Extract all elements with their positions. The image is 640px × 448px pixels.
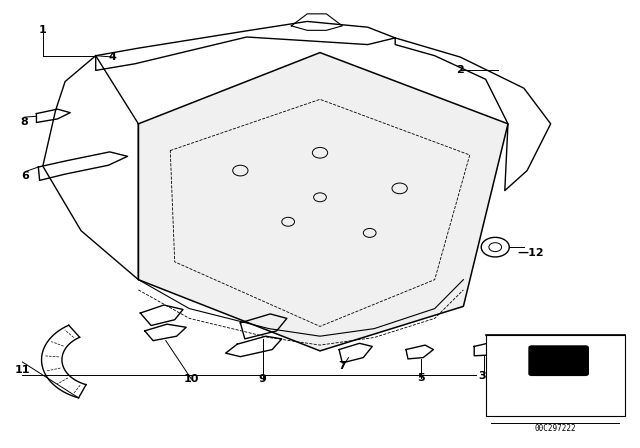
FancyBboxPatch shape [529, 346, 588, 375]
Text: 11: 11 [15, 365, 30, 375]
Text: 9: 9 [259, 374, 267, 384]
Text: 10: 10 [184, 374, 199, 384]
Text: 00C297222: 00C297222 [534, 424, 576, 433]
Text: 7: 7 [339, 362, 346, 371]
Bar [486, 335, 625, 416]
Text: 1: 1 [39, 26, 47, 35]
Polygon shape [138, 52, 508, 351]
Text: 8: 8 [20, 117, 28, 128]
Text: 5: 5 [417, 373, 424, 383]
Text: 6: 6 [22, 171, 29, 181]
Text: —12: —12 [518, 248, 544, 258]
Text: 2: 2 [456, 65, 464, 75]
Text: 3: 3 [479, 371, 486, 381]
Text: 4: 4 [109, 52, 117, 62]
